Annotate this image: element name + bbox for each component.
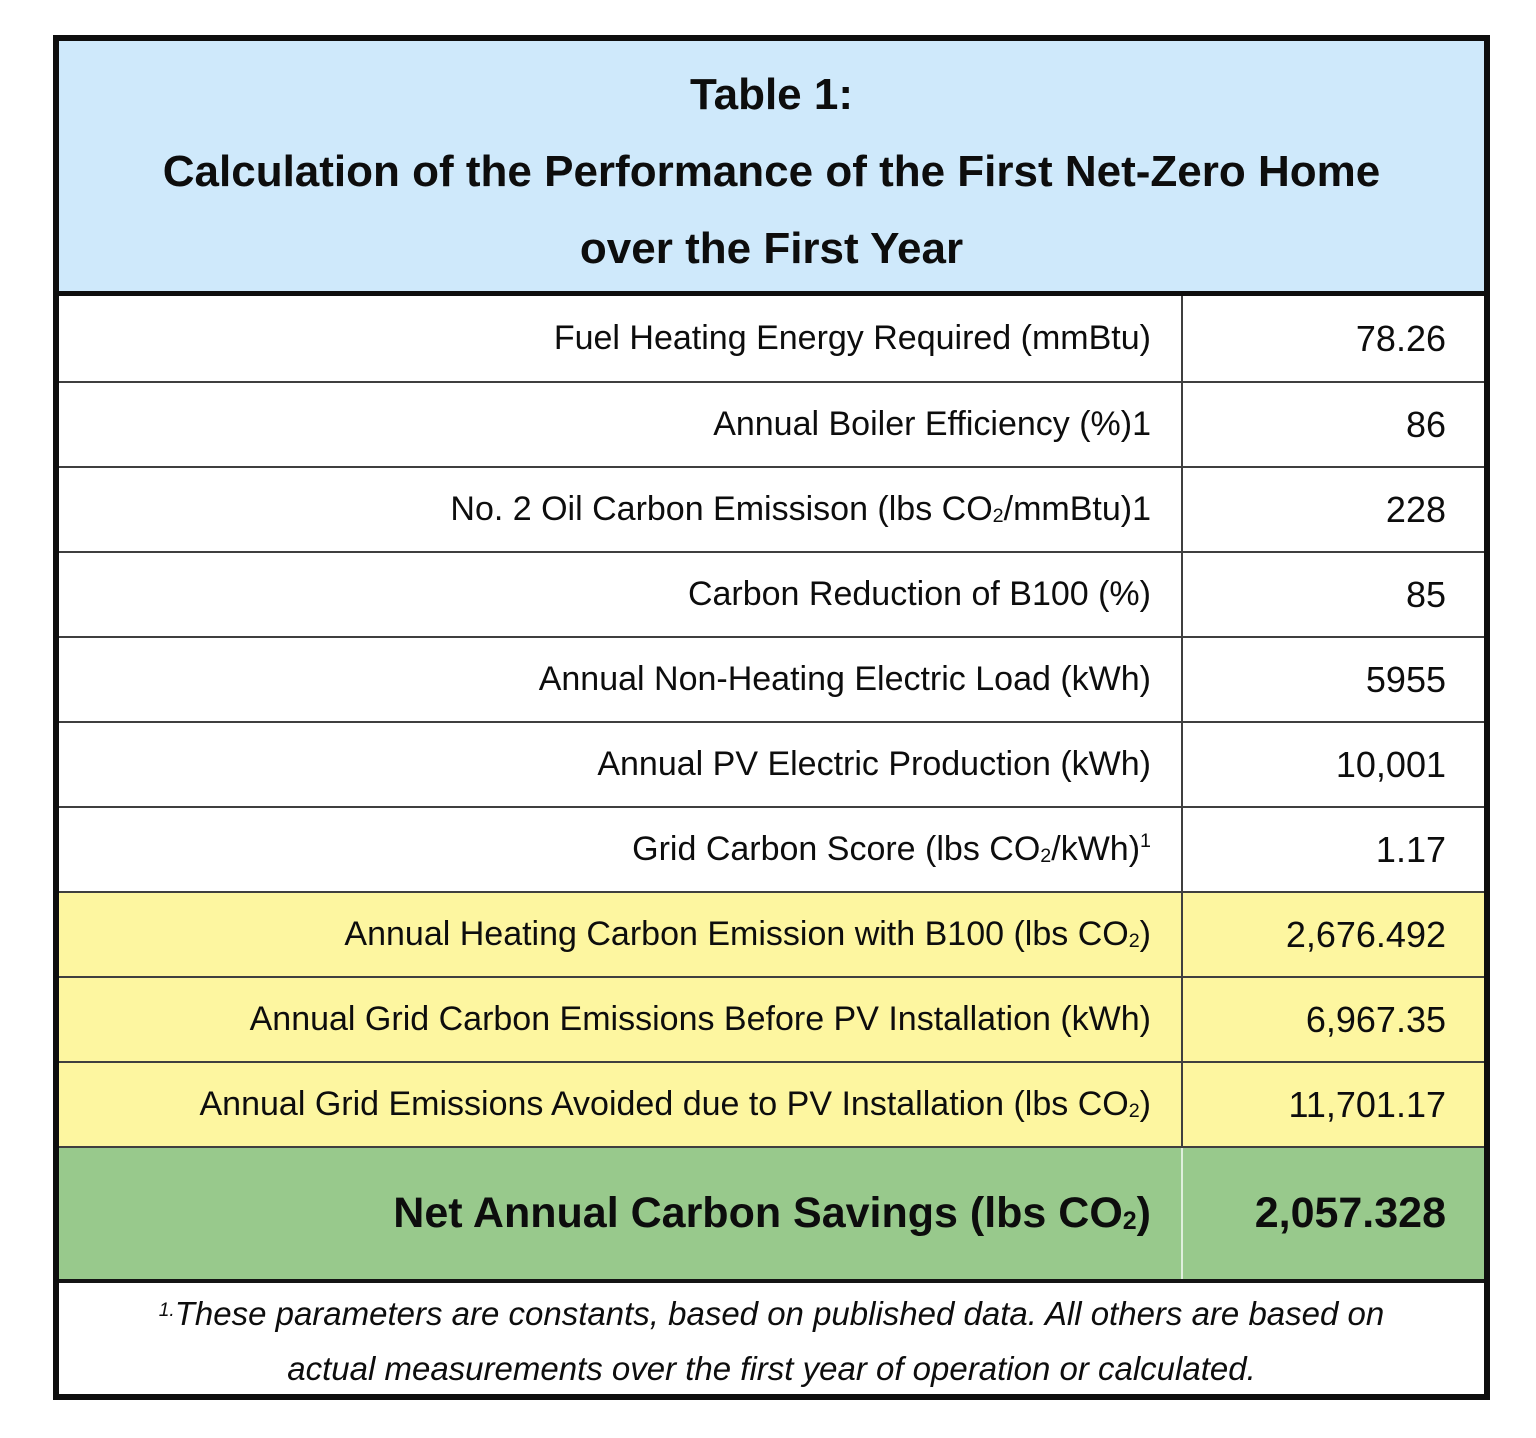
text-segment: These parameters are constants, based on… — [174, 1295, 1385, 1332]
table-row: Fuel Heating Energy Required (mmBtu) 78.2… — [59, 296, 1484, 381]
table-row: Grid Carbon Score (lbs CO 2/kWh) 1 1.17 — [59, 806, 1484, 891]
table-title-line-3: over the First Year — [579, 224, 964, 273]
table-row: Annual Grid Carbon Emissions Before PV I… — [59, 976, 1484, 1061]
row-value: 10,001 — [1181, 723, 1484, 806]
table-row: Annual Non-Heating Electric Load (kWh) 59… — [59, 636, 1484, 721]
row-label: Fuel Heating Energy Required (mmBtu) — [59, 296, 1181, 381]
row-label: Annual Grid Emissions Avoided due to PV … — [199, 1085, 1152, 1123]
performance-table: Table 1: Calculation of the Performance … — [53, 35, 1490, 1400]
row-label: Annual Heating Carbon Emission with B100… — [344, 915, 1151, 953]
row-value: 5955 — [1181, 638, 1484, 721]
footnote-line: actual measurements over the first year … — [59, 1341, 1484, 1396]
text-segment: ) — [1139, 915, 1151, 953]
table-title-line-1: Table 1: — [689, 70, 853, 119]
text-segment: ) — [1139, 1085, 1151, 1123]
row-label: No. 2 Oil Carbon Emissison (lbs CO 2/mmBt… — [450, 490, 1151, 528]
text-segment: Net Annual Carbon Savings (lbs CO — [393, 1189, 1123, 1237]
text-segment: Fuel Heating Energy Required (mmBtu) — [553, 319, 1151, 357]
table-row: No. 2 Oil Carbon Emissison (lbs CO 2/mmBt… — [59, 466, 1484, 551]
row-label: Net Annual Carbon Savings (lbs CO 2) — [393, 1189, 1151, 1237]
footnote-line: 1.These parameters are constants, based … — [59, 1286, 1484, 1341]
row-value: 228 — [1181, 468, 1484, 551]
row-value: 78.26 — [1181, 296, 1484, 381]
table-footnote: 1.These parameters are constants, based … — [59, 1279, 1484, 1394]
table-body: Fuel Heating Energy Required (mmBtu) 78.2… — [59, 296, 1484, 1279]
text-segment: Annual Heating Carbon Emission with B100… — [344, 915, 1129, 953]
text-segment: Carbon Reduction of B100 (%) — [687, 575, 1151, 613]
text-segment: ) — [1136, 1189, 1151, 1237]
row-value: 11,701.17 — [1181, 1063, 1484, 1146]
row-label: Annual Boiler Efficiency (%)1 — [59, 383, 1181, 466]
total-row: Net Annual Carbon Savings (lbs CO 2) 2,057… — [59, 1146, 1484, 1279]
table-row: Annual PV Electric Production (kWh) 10,00… — [59, 721, 1484, 806]
table-row: Annual Boiler Efficiency (%)1 86 — [59, 381, 1484, 466]
row-label: Carbon Reduction of B100 (%) — [59, 553, 1181, 636]
row-label: Annual Grid Carbon Emissions Before PV I… — [59, 978, 1181, 1061]
text-segment: Annual Grid Emissions Avoided due to PV … — [199, 1085, 1129, 1123]
row-value: 6,967.35 — [1181, 978, 1484, 1061]
table-title-line-2: Calculation of the Performance of the Fi… — [162, 147, 1381, 196]
text-segment: Annual Non-Heating Electric Load (kWh) — [538, 660, 1151, 698]
text-segment: Grid Carbon Score (lbs CO — [632, 830, 1041, 868]
table-header: Table 1: Calculation of the Performance … — [59, 41, 1484, 296]
text-segment: /kWh) — [1051, 830, 1141, 868]
text-segment: actual measurements over the first year … — [287, 1350, 1256, 1387]
row-value: 2,057.328 — [1181, 1148, 1484, 1279]
text-segment: Annual Grid Carbon Emissions Before PV I… — [249, 1000, 1151, 1038]
row-label: Annual PV Electric Production (kWh) — [59, 723, 1181, 806]
row-label: Grid Carbon Score (lbs CO 2/kWh) 1 — [632, 829, 1151, 868]
text-segment: Annual Boiler Efficiency (%)1 — [713, 405, 1151, 443]
table-row: Annual Heating Carbon Emission with B100… — [59, 891, 1484, 976]
row-value: 2,676.492 — [1181, 893, 1484, 976]
text-segment: No. 2 Oil Carbon Emissison (lbs CO — [450, 490, 993, 528]
row-value: 85 — [1181, 553, 1484, 636]
row-value: 86 — [1181, 383, 1484, 466]
superscript: 1. — [158, 1300, 175, 1322]
row-label: Annual Non-Heating Electric Load (kWh) — [59, 638, 1181, 721]
table-row: Carbon Reduction of B100 (%) 85 — [59, 551, 1484, 636]
table-row: Annual Grid Emissions Avoided due to PV … — [59, 1061, 1484, 1146]
text-segment: Annual PV Electric Production (kWh) — [597, 745, 1151, 783]
text-segment: /mmBtu)1 — [1003, 490, 1151, 528]
row-value: 1.17 — [1181, 808, 1484, 891]
